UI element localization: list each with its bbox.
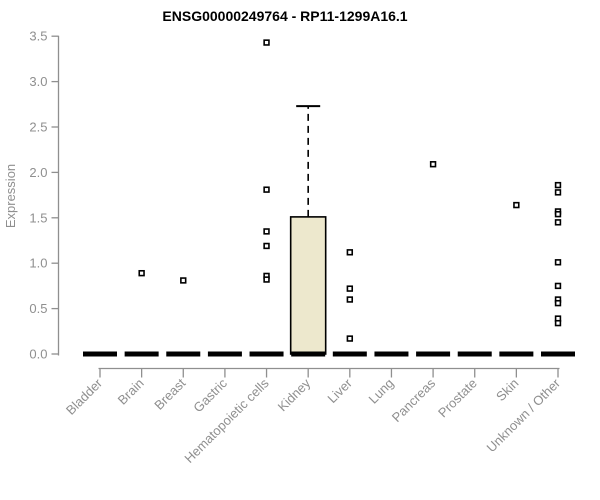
outlier-point [263, 186, 270, 193]
box-kidney [289, 216, 327, 355]
median-bar [541, 351, 575, 357]
outlier-point [138, 269, 145, 277]
outlier-point [346, 335, 354, 342]
x-tick-label: Kidney [275, 375, 314, 414]
plot-content: 0.0 0.5 1.0 1.5 2.0 2.5 3.0 3.5 Bladder Brain Brea… [29, 29, 575, 466]
outlier-point [554, 189, 562, 196]
x-tick-label: Skin [493, 376, 521, 404]
outlier-point [554, 181, 562, 189]
outlier-point [429, 161, 437, 168]
y-tick-label: 0.5 [29, 301, 47, 316]
median-bar [332, 351, 367, 357]
median-bar [457, 351, 492, 357]
x-tick-label: Unknown / Other [484, 375, 564, 455]
y-tick-label: 0.0 [29, 347, 47, 362]
outlier-point [346, 285, 354, 292]
outlier-point [554, 299, 562, 307]
outlier-point [346, 249, 354, 256]
x-tick-label: Liver [324, 375, 355, 406]
chart-title: ENSG00000249764 - RP11-1299A16.1 [162, 8, 407, 24]
y-axis-label: Expression [3, 164, 18, 228]
outlier-point [263, 276, 270, 283]
x-tick-label: Bladder [63, 375, 106, 418]
outlier-point [180, 277, 187, 284]
x-tick-label: Gastric [190, 375, 230, 415]
y-tick-label: 1.5 [29, 210, 47, 225]
x-tick-label: Brain [115, 376, 147, 408]
y-tick-label: 3.0 [29, 74, 47, 89]
median-bar [291, 351, 326, 357]
outlier-point [346, 296, 354, 303]
outlier-point [554, 282, 562, 290]
x-tick-label: Lung [366, 376, 397, 407]
median-bar [416, 351, 451, 357]
outlier-point [513, 201, 520, 209]
y-tick-label: 3.5 [29, 29, 47, 44]
x-tick-label: Pancreas [389, 375, 439, 425]
y-tick-label: 2.0 [29, 165, 47, 180]
median-bar [166, 351, 201, 357]
x-tick-label: Breast [151, 375, 188, 412]
median-bar [207, 351, 242, 357]
median-bar [249, 351, 284, 357]
outlier-point [554, 259, 562, 266]
median-bar [124, 351, 159, 357]
outlier-point [263, 39, 270, 46]
y-tick-label: 2.5 [29, 120, 47, 135]
outlier-point [554, 319, 562, 327]
outlier-point [554, 210, 562, 218]
y-tick-label: 1.0 [29, 256, 47, 271]
median-bar [83, 351, 117, 357]
outlier-point [263, 242, 270, 250]
outlier-point [554, 219, 562, 226]
outlier-point [263, 228, 270, 235]
x-tick-label: Prostate [435, 376, 480, 421]
median-bar [499, 351, 534, 357]
median-bar [374, 351, 409, 357]
